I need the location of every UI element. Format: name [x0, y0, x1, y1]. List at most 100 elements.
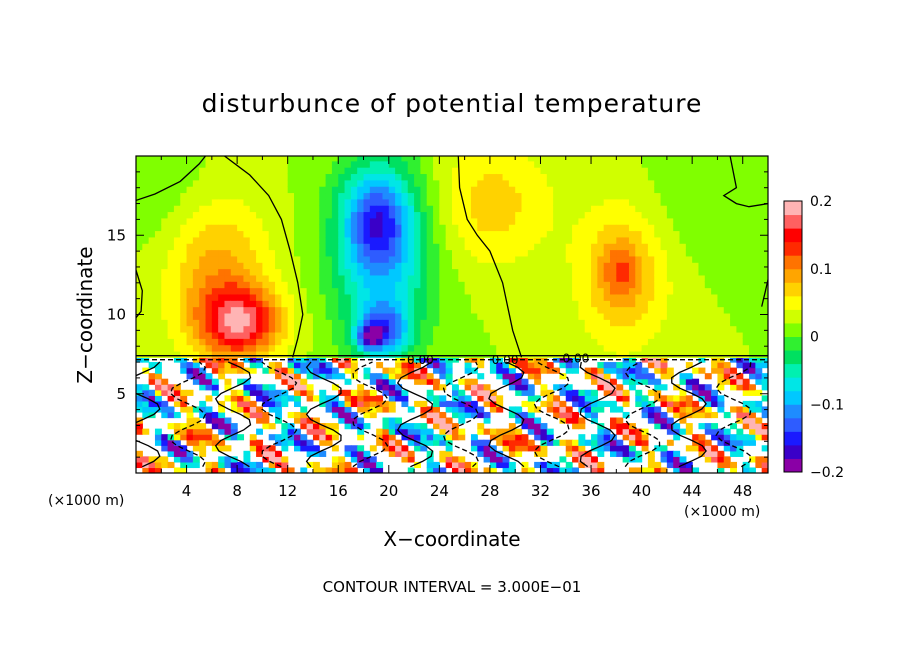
- field-cell: [192, 205, 200, 213]
- field-cell: [534, 287, 542, 295]
- field-cell: [300, 249, 308, 257]
- field-cell: [578, 400, 586, 408]
- field-cell: [452, 198, 459, 206]
- field-cell: [559, 331, 567, 339]
- field-cell: [698, 389, 706, 396]
- field-cell: [268, 192, 276, 200]
- field-cell: [610, 243, 617, 251]
- field-cell: [420, 428, 428, 435]
- field-cell: [256, 192, 263, 200]
- field-cell: [742, 173, 750, 181]
- field-cell: [312, 293, 320, 301]
- field-cell: [148, 395, 156, 402]
- field-cell: [515, 217, 523, 225]
- field-cell: [685, 395, 693, 402]
- field-cell: [489, 450, 497, 457]
- field-cell: [262, 217, 270, 225]
- field-cell: [439, 224, 447, 232]
- field-cell: [610, 274, 617, 282]
- field-cell: [256, 428, 263, 435]
- field-cell: [300, 205, 308, 213]
- field-cell: [723, 186, 731, 194]
- field-cell: [262, 445, 270, 452]
- field-cell: [647, 192, 655, 200]
- field-cell: [180, 236, 188, 244]
- field-cell: [584, 268, 592, 276]
- field-cell: [445, 173, 453, 181]
- field-cell: [660, 338, 668, 346]
- field-cell: [565, 192, 573, 200]
- field-cell: [546, 350, 554, 358]
- field-cell: [742, 338, 750, 346]
- field-cell: [395, 389, 403, 396]
- field-cell: [685, 173, 693, 181]
- field-cell: [433, 406, 440, 413]
- field-cell: [369, 192, 377, 200]
- field-cell: [395, 211, 403, 219]
- field-cell: [628, 439, 636, 446]
- field-cell: [559, 306, 567, 314]
- field-cell: [192, 445, 200, 452]
- field-cell: [376, 293, 384, 301]
- field-cell: [749, 156, 756, 162]
- field-cell: [218, 411, 226, 419]
- field-cell: [445, 456, 453, 463]
- field-cell: [647, 400, 655, 408]
- field-cell: [584, 281, 592, 289]
- field-cell: [546, 249, 554, 257]
- field-cell: [224, 217, 232, 225]
- field-cell: [319, 192, 327, 200]
- field-cell: [237, 156, 245, 162]
- field-cell: [679, 300, 687, 308]
- field-cell: [136, 461, 143, 469]
- field-cell: [761, 434, 768, 441]
- field-cell: [521, 274, 529, 282]
- field-cell: [534, 362, 542, 369]
- field-cell: [414, 249, 421, 257]
- contour-line: [261, 361, 298, 468]
- field-cell: [205, 378, 213, 385]
- field-cell: [199, 338, 207, 346]
- field-cell: [357, 160, 365, 168]
- field-cell: [464, 268, 472, 276]
- field-cell: [344, 287, 352, 295]
- field-cell: [268, 331, 276, 339]
- field-cell: [749, 243, 756, 251]
- field-cell: [660, 300, 668, 308]
- field-cell: [192, 179, 200, 187]
- field-cell: [685, 445, 693, 452]
- field-cell: [281, 293, 289, 301]
- field-cell: [388, 445, 396, 452]
- field-cell: [256, 156, 263, 162]
- field-cell: [306, 281, 314, 289]
- field-cell: [306, 262, 314, 270]
- field-cell: [458, 236, 466, 244]
- field-cell: [376, 395, 384, 402]
- field-cell: [426, 300, 434, 308]
- field-cell: [262, 400, 270, 408]
- field-cell: [717, 217, 725, 225]
- field-cell: [211, 325, 219, 333]
- field-cell: [407, 274, 415, 282]
- field-cell: [559, 319, 567, 327]
- field-cell: [249, 300, 257, 308]
- field-cell: [572, 319, 579, 327]
- field-cell: [211, 439, 219, 446]
- field-cell: [161, 300, 169, 308]
- field-cell: [736, 300, 744, 308]
- field-cell: [635, 300, 643, 308]
- field-cell: [439, 384, 447, 391]
- field-cell: [319, 173, 327, 181]
- field-cell: [666, 400, 674, 408]
- field-cell: [470, 287, 478, 295]
- field-cell: [445, 167, 453, 175]
- field-cell: [300, 179, 308, 187]
- field-cell: [704, 167, 712, 175]
- field-cell: [154, 249, 162, 257]
- field-cell: [445, 461, 453, 469]
- field-cell: [357, 236, 365, 244]
- field-cell: [205, 331, 213, 339]
- field-cell: [382, 445, 390, 452]
- field-cell: [685, 167, 693, 175]
- field-cell: [452, 319, 459, 327]
